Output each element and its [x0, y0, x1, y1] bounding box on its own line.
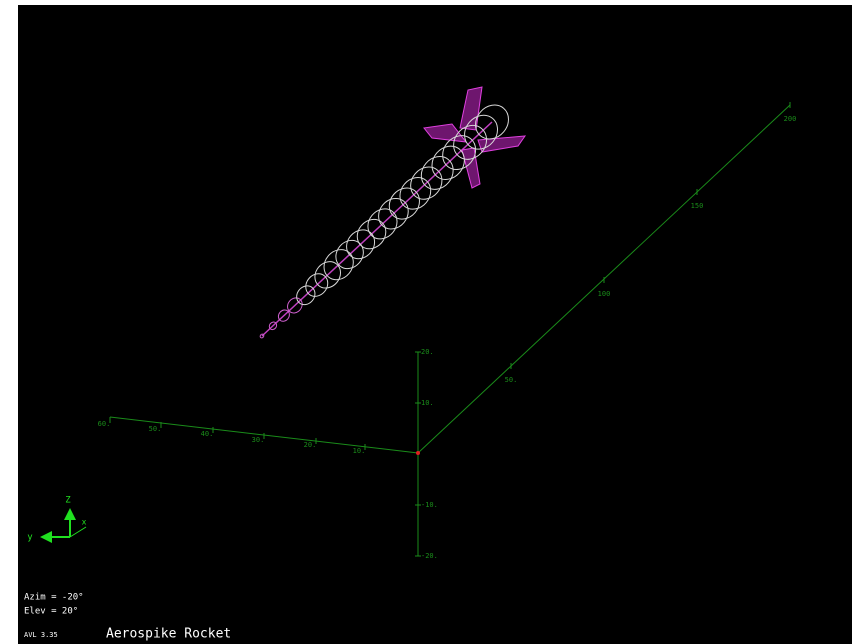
axis-tick-label: 10.	[421, 399, 434, 407]
axis-tick-label: 20.	[421, 348, 434, 356]
axis-tick-label: -20.	[421, 552, 438, 560]
page: 10. 20. 30. 40. 50. 60. 50. 100 150 200 20. 10. -10.…	[0, 0, 852, 644]
axis-tick-label: 60.	[98, 420, 111, 428]
triad-label: Z	[65, 496, 71, 506]
triad-label: x	[82, 518, 87, 527]
version: AVL 3.35	[24, 631, 58, 639]
axis-tick-label: 100	[598, 290, 611, 298]
viewport	[18, 5, 852, 644]
origin	[416, 451, 420, 455]
axis-tick-label: 30.	[252, 436, 265, 444]
title: Aerospike Rocket	[106, 627, 231, 642]
axis-tick-label: -10.	[421, 501, 438, 509]
viewer: 10. 20. 30. 40. 50. 60. 50. 100 150 200 20. 10. -10.…	[0, 0, 852, 644]
axis-tick-label: 50.	[149, 425, 162, 433]
axis-tick-label: 50.	[505, 376, 518, 384]
axis-tick-label: 200	[784, 115, 797, 123]
axis-tick-label: 10.	[353, 447, 366, 455]
axis-tick-label: 150	[691, 202, 704, 210]
axis-tick-label: 40.	[201, 430, 214, 438]
triad-label: y	[27, 533, 33, 543]
elevation: Elev = 20°	[24, 607, 78, 617]
azimuth: Azim = -20°	[24, 593, 84, 603]
axis-tick-label: 20.	[304, 441, 317, 449]
